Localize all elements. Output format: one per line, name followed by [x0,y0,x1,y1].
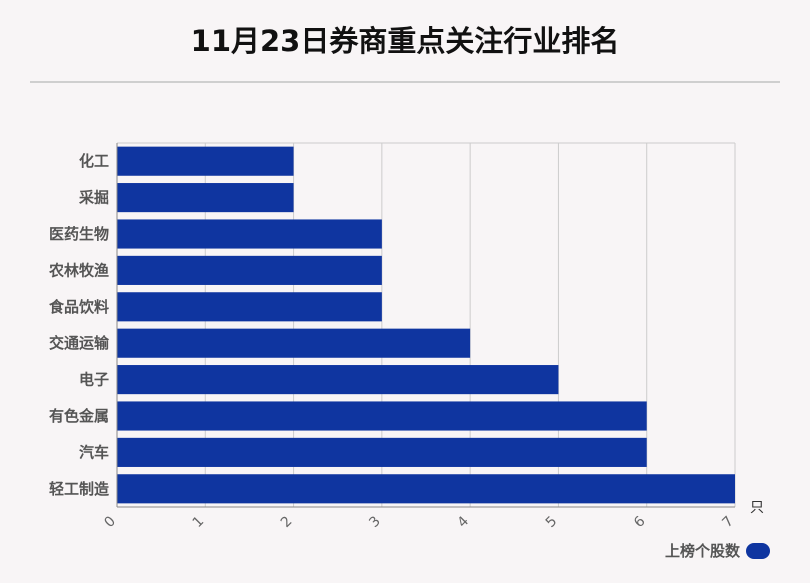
category-label: 食品饮料 [49,298,109,316]
category-label: 轻工制造 [49,480,109,498]
x-tick-label: 3 [366,513,384,531]
bar [117,474,735,504]
x-tick-label: 6 [631,513,649,531]
category-label: 电子 [79,371,109,389]
category-label: 汽车 [79,443,109,461]
bar [117,183,294,213]
x-tick-label: 4 [455,513,473,531]
bar [117,219,382,249]
x-tick-label: 7 [719,513,737,531]
x-tick-label: 0 [101,513,119,531]
category-label: 采掘 [78,189,109,207]
category-label: 有色金属 [49,407,109,425]
category-label: 化工 [79,152,109,170]
legend: 上榜个股数 [665,540,770,561]
category-label: 医药生物 [49,225,109,243]
legend-swatch [746,542,770,559]
category-label: 农林牧渔 [48,261,109,279]
bar [117,328,471,358]
bar [117,437,647,467]
x-tick-label: 1 [190,513,208,531]
bar [117,146,294,176]
title-divider [30,81,780,83]
bar [117,365,559,395]
chart-title: 11月23日券商重点关注行业排名 [190,24,620,58]
bar [117,292,382,322]
x-unit-label: 只 [750,500,764,516]
bar [117,401,647,431]
bar [117,255,382,285]
legend-label: 上榜个股数 [664,542,740,560]
category-label: 交通运输 [49,334,110,352]
x-tick-label: 5 [543,513,561,531]
x-tick-label: 2 [278,513,296,531]
